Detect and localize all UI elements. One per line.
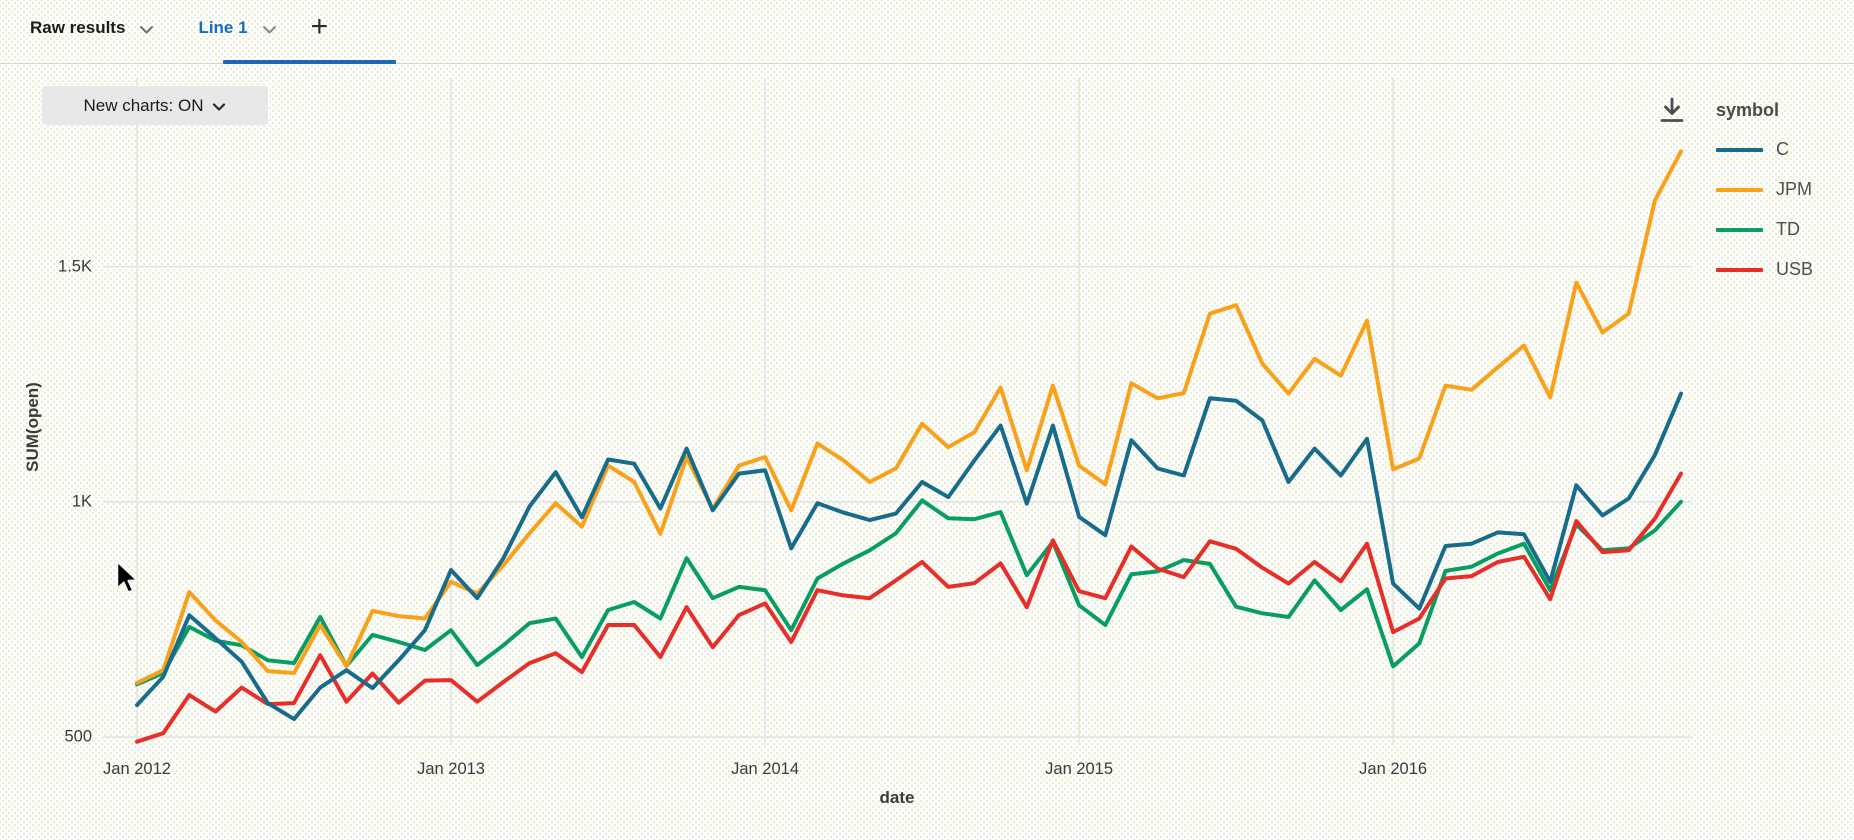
legend-item-td[interactable]: TD bbox=[1716, 219, 1846, 240]
add-chart-tab-button[interactable]: + bbox=[310, 10, 329, 43]
chart-legend: symbol C JPM TD USB bbox=[1716, 100, 1846, 299]
x-tick-jan-2012: Jan 2012 bbox=[103, 760, 171, 778]
y-tick-1-5k: 1.5K bbox=[58, 257, 92, 276]
series-jpm-swatch bbox=[1716, 187, 1763, 192]
chevron-down-icon bbox=[212, 97, 226, 117]
series-line-td[interactable] bbox=[135, 498, 1683, 687]
download-icon bbox=[1656, 95, 1688, 132]
chevron-down-icon bbox=[139, 25, 154, 35]
y-tick-1k: 1K bbox=[71, 492, 92, 511]
series-usb-label: USB bbox=[1776, 259, 1814, 279]
active-tab-indicator bbox=[223, 60, 396, 64]
series-line-c[interactable] bbox=[135, 391, 1683, 722]
series-c-label: C bbox=[1776, 139, 1789, 159]
x-tick-jan-2015: Jan 2015 bbox=[1045, 760, 1114, 778]
legend-title: symbol bbox=[1716, 100, 1780, 120]
tab-raw-results[interactable]: Raw results bbox=[22, 18, 162, 38]
legend-item-usb[interactable]: USB bbox=[1716, 259, 1846, 280]
y-axis-title: SUM(open) bbox=[23, 382, 42, 472]
series-td-swatch bbox=[1716, 227, 1763, 232]
series-line-jpm[interactable] bbox=[135, 149, 1683, 685]
tab-line-1-label: Line 1 bbox=[198, 18, 248, 37]
download-chart-button[interactable] bbox=[1653, 94, 1691, 132]
legend-item-c[interactable]: C bbox=[1716, 139, 1846, 160]
mouse-cursor bbox=[116, 561, 142, 600]
x-tick-jan-2016: Jan 2016 bbox=[1359, 760, 1428, 778]
tab-bar: Raw results Line 1 + bbox=[0, 0, 1854, 64]
x-axis-title: date bbox=[879, 788, 915, 807]
series-c-swatch bbox=[1716, 147, 1763, 152]
tab-bar-divider bbox=[0, 63, 1854, 64]
x-tick-jan-2013: Jan 2013 bbox=[417, 760, 485, 778]
series-jpm-label: JPM bbox=[1776, 179, 1812, 199]
tab-raw-results-label: Raw results bbox=[30, 18, 126, 37]
new-charts-toggle[interactable]: New charts: ON bbox=[42, 86, 268, 125]
new-charts-toggle-label: New charts: ON bbox=[83, 95, 204, 115]
series-td-label: TD bbox=[1776, 219, 1800, 239]
chevron-down-icon bbox=[262, 25, 277, 35]
tab-line-1[interactable]: Line 1 bbox=[190, 18, 284, 38]
x-tick-jan-2014: Jan 2014 bbox=[731, 760, 800, 778]
series-line-usb[interactable] bbox=[135, 471, 1683, 744]
series-usb-swatch bbox=[1716, 267, 1763, 272]
legend-item-jpm[interactable]: JPM bbox=[1716, 179, 1846, 200]
y-tick-500: 500 bbox=[64, 727, 92, 746]
